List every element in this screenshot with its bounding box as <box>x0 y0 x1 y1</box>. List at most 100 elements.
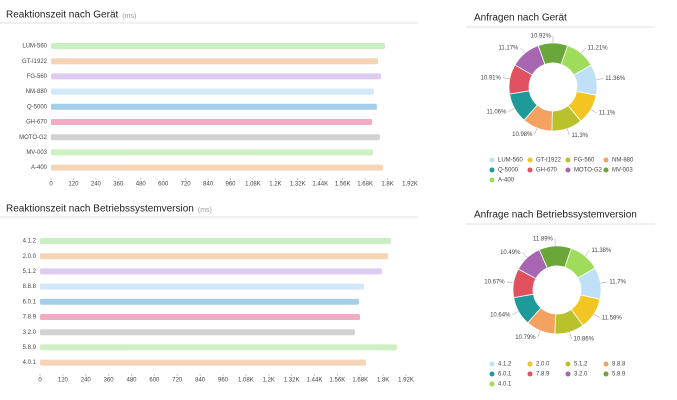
legend-label: 6.0.1 <box>498 372 512 378</box>
x-tick-label: 1.68K <box>357 182 373 188</box>
x-tick-label: 1.44K <box>307 378 323 384</box>
x-tick-label: 1.68K <box>352 378 368 384</box>
bar <box>51 73 382 80</box>
leader-line <box>502 77 510 80</box>
legend-label: 5.1.2 <box>574 362 588 368</box>
bar <box>51 43 385 49</box>
bar <box>51 149 373 156</box>
bar <box>40 314 361 320</box>
slice-label: 11.17% <box>498 45 519 51</box>
bar <box>51 164 383 171</box>
legend-swatch <box>603 157 609 163</box>
y-tick-label: NM-880 <box>26 89 48 95</box>
leader-line <box>508 108 515 112</box>
legend-swatch <box>603 361 609 367</box>
slice-label: 10.64% <box>490 312 511 318</box>
bar <box>51 134 380 141</box>
leader-line <box>512 311 519 316</box>
leader-line <box>520 47 526 54</box>
slice-label: 11.36% <box>605 76 626 82</box>
leader-line <box>580 47 586 54</box>
slice-label: 10.49% <box>500 250 521 256</box>
x-tick-label: 960 <box>218 378 229 384</box>
chart-subtitle: (ms) <box>122 13 136 20</box>
slice-label: 11.3% <box>571 133 588 139</box>
legend-swatch <box>527 361 533 367</box>
x-tick-label: 360 <box>113 182 124 188</box>
x-tick-label: 600 <box>158 182 169 188</box>
chart-title: Anfrage nach Betriebssystemversion <box>474 210 637 221</box>
legend-swatch <box>527 371 533 377</box>
x-tick-label: 1.2K <box>269 182 281 188</box>
legend-swatch <box>527 167 533 173</box>
y-tick-label: 8.8.8 <box>23 284 37 290</box>
y-tick-label: 5.1.2 <box>23 269 37 275</box>
leader-line <box>569 332 572 339</box>
slice-label: 10.98% <box>512 132 533 138</box>
slice-label: 11.58% <box>602 315 623 321</box>
x-tick-label: 840 <box>203 182 214 188</box>
x-tick-label: 720 <box>181 182 192 188</box>
x-tick-label: 0 <box>38 378 42 384</box>
y-tick-label: 4.1.2 <box>23 239 37 245</box>
y-tick-label: 3.2.0 <box>23 330 37 336</box>
leader-line <box>600 281 608 284</box>
x-tick-label: 960 <box>225 182 236 188</box>
x-tick-label: 240 <box>81 378 92 384</box>
x-tick-label: 600 <box>149 378 160 384</box>
leader-line <box>590 109 597 114</box>
slice-label: 11.06% <box>487 109 508 115</box>
slice-label: 10.91% <box>480 75 501 81</box>
y-tick-label: GH-670 <box>26 120 48 126</box>
legend-swatch <box>489 361 495 367</box>
x-tick-label: 480 <box>126 378 137 384</box>
legend-label: 7.8.9 <box>536 372 550 378</box>
legend-swatch <box>565 361 571 367</box>
bar <box>40 238 391 244</box>
x-tick-label: 120 <box>58 378 69 384</box>
bar <box>40 344 398 351</box>
x-tick-label: 240 <box>91 182 102 188</box>
x-tick-label: 1.32K <box>284 378 300 384</box>
legend-label: LUM-560 <box>498 158 523 164</box>
y-tick-label: MOTO-G2 <box>19 135 48 141</box>
legend-swatch <box>489 157 495 163</box>
legend-label: 2.0.0 <box>536 362 550 368</box>
y-tick-label: 6.0.1 <box>23 299 37 305</box>
bar <box>40 253 389 260</box>
x-tick-label: 1.08K <box>238 378 254 384</box>
leader-line <box>506 281 514 284</box>
legend-swatch <box>603 167 609 173</box>
slice-label: 11.1% <box>599 111 616 117</box>
y-tick-label: A-400 <box>31 165 48 171</box>
x-tick-label: 1.92K <box>402 182 418 188</box>
chart-subtitle: (ms) <box>198 207 212 214</box>
y-tick-label: 2.0.0 <box>23 254 37 260</box>
legend-swatch <box>565 167 571 173</box>
x-tick-label: 0 <box>49 182 53 188</box>
slice-label: 10.92% <box>531 34 552 40</box>
legend-label: MV-003 <box>612 168 633 174</box>
chart-title: Reaktionszeit nach Betriebssystemversion <box>6 204 194 215</box>
x-tick-label: 720 <box>172 378 183 384</box>
bar <box>40 359 366 366</box>
bar <box>40 298 359 305</box>
legend-label: A-400 <box>498 178 515 184</box>
x-tick-label: 120 <box>68 182 79 188</box>
y-tick-label: GT-I1922 <box>22 59 48 65</box>
leader-line <box>593 313 600 318</box>
leader-line <box>534 127 538 135</box>
legend-label: 5.8.9 <box>612 372 626 378</box>
legend-label: MOTO-G2 <box>574 168 603 174</box>
legend-swatch <box>565 157 571 163</box>
x-tick-label: 1.44K <box>312 182 328 188</box>
donut-slice <box>560 45 592 76</box>
chart-title: Anfragen nach Gerät <box>474 13 567 24</box>
legend-label: 4.1.2 <box>498 362 512 368</box>
x-tick-label: 1.8K <box>377 378 389 384</box>
x-tick-label: 360 <box>104 378 115 384</box>
x-tick-label: 1.08K <box>245 182 261 188</box>
leader-line <box>522 252 528 258</box>
bar <box>51 103 377 110</box>
